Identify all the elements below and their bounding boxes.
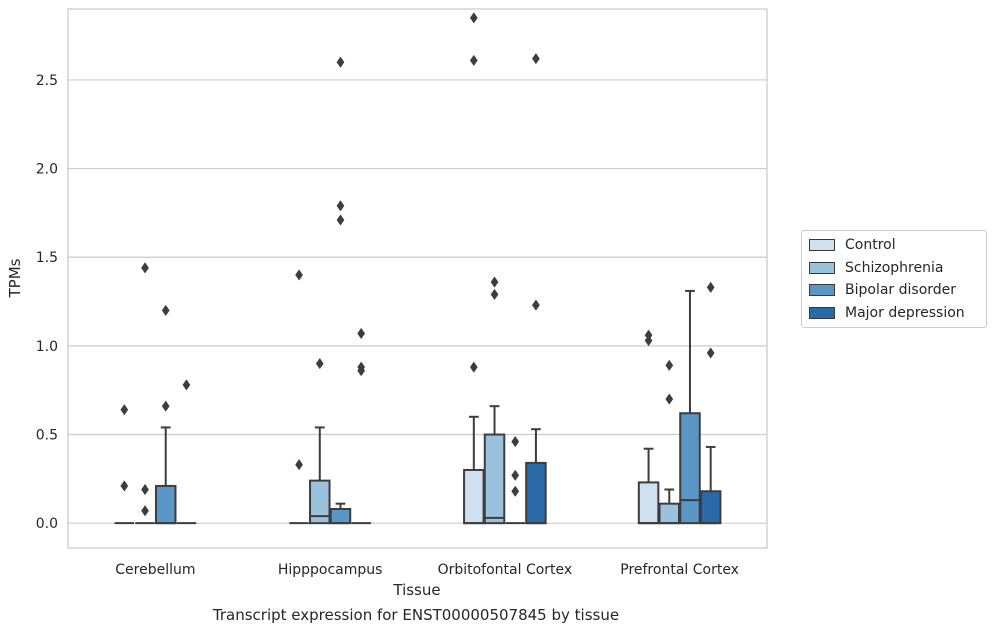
outlier-point xyxy=(469,12,478,24)
legend-label: Major depression xyxy=(845,305,965,322)
outlier-point xyxy=(141,262,149,274)
box-2-1 xyxy=(329,56,352,525)
box-3-0 xyxy=(176,379,197,525)
box xyxy=(679,412,701,525)
outlier-point xyxy=(161,400,170,412)
outlier-point xyxy=(532,299,540,311)
outlier-point xyxy=(511,485,520,497)
y-axis-label: TPMs xyxy=(6,258,24,298)
legend-item: Control xyxy=(802,234,986,257)
box-1-0 xyxy=(135,262,155,525)
y-tick-label: 2.0 xyxy=(36,162,58,178)
box-3-1 xyxy=(351,327,371,525)
box-0-2 xyxy=(463,12,485,525)
outlier-point xyxy=(336,214,345,226)
legend-item: Schizophrenia xyxy=(802,257,986,280)
outlier-point xyxy=(120,480,129,492)
box xyxy=(463,468,485,525)
legend-swatch xyxy=(809,284,835,297)
legend-item: Bipolar disorder xyxy=(802,279,986,302)
outlier-point xyxy=(469,361,478,373)
plot-frame xyxy=(67,8,768,549)
box-2-2 xyxy=(505,435,525,525)
boxes-layer xyxy=(114,12,722,525)
outlier-point xyxy=(182,379,191,391)
outlier-point xyxy=(295,269,303,281)
chart-caption: Transcript expression for ENST0000050784… xyxy=(212,606,620,624)
legend: Control Schizophrenia Bipolar disorder Majo… xyxy=(801,230,987,329)
box-3-3 xyxy=(699,281,722,525)
x-tick-labels: Cerebellum Hipppocampus Orbitofontal Corte… xyxy=(115,562,739,578)
y-tick-label: 2.5 xyxy=(36,73,58,89)
box-2-3 xyxy=(679,289,701,525)
box-1-1 xyxy=(309,357,331,525)
outlier-point xyxy=(336,200,345,212)
outlier-point xyxy=(120,404,129,416)
outlier-point xyxy=(665,359,674,372)
box xyxy=(525,461,547,525)
x-tick-label: Cerebellum xyxy=(115,562,195,578)
outlier-point xyxy=(357,365,366,377)
outlier-point xyxy=(141,505,149,517)
y-tick-label: 1.0 xyxy=(36,339,58,355)
legend-swatch xyxy=(809,261,835,274)
box-1-2 xyxy=(483,276,506,525)
gridlines xyxy=(68,79,767,524)
x-tick-label: Hipppocampus xyxy=(278,562,383,578)
outlier-point xyxy=(644,329,653,341)
outlier-point xyxy=(357,327,366,340)
x-axis-label: Tissue xyxy=(392,581,440,599)
box-0-3 xyxy=(637,329,660,525)
outlier-point xyxy=(490,288,499,301)
box xyxy=(309,479,331,525)
outlier-point xyxy=(490,276,499,288)
box xyxy=(483,433,506,525)
outlier-point xyxy=(706,347,715,359)
x-tick-label: Prefrontal Cortex xyxy=(620,562,739,578)
outlier-point xyxy=(469,54,478,67)
outlier-point xyxy=(141,483,149,496)
box xyxy=(329,507,352,525)
y-tick-label: 0.0 xyxy=(36,516,58,532)
outlier-point xyxy=(532,53,540,65)
outlier-point xyxy=(706,281,715,294)
box-0-0 xyxy=(114,404,135,525)
outlier-point xyxy=(315,357,324,370)
outlier-point xyxy=(511,469,520,481)
y-tick-label: 1.5 xyxy=(36,250,58,266)
box-3-2 xyxy=(525,53,547,525)
outlier-point xyxy=(161,304,170,317)
outlier-point xyxy=(665,393,674,405)
outlier-point xyxy=(295,459,303,471)
box-1-3 xyxy=(658,359,681,525)
legend-swatch xyxy=(809,239,835,252)
box xyxy=(699,490,722,525)
box xyxy=(658,502,681,525)
legend-label: Bipolar disorder xyxy=(845,282,957,299)
x-tick-label: Orbitofontal Cortex xyxy=(438,562,573,578)
box xyxy=(154,484,177,525)
box xyxy=(637,481,660,525)
legend-label: Control xyxy=(845,237,896,254)
outlier-point xyxy=(511,435,520,448)
y-tick-labels: 0.0 0.5 1.0 1.5 2.0 2.5 xyxy=(36,73,58,532)
legend-item: Major depression xyxy=(802,302,986,325)
legend-label: Schizophrenia xyxy=(845,259,944,276)
outlier-point xyxy=(336,56,345,68)
legend-swatch xyxy=(809,307,835,320)
box-0-1 xyxy=(289,269,309,525)
box-2-0 xyxy=(154,304,177,525)
y-tick-label: 0.5 xyxy=(36,428,58,444)
